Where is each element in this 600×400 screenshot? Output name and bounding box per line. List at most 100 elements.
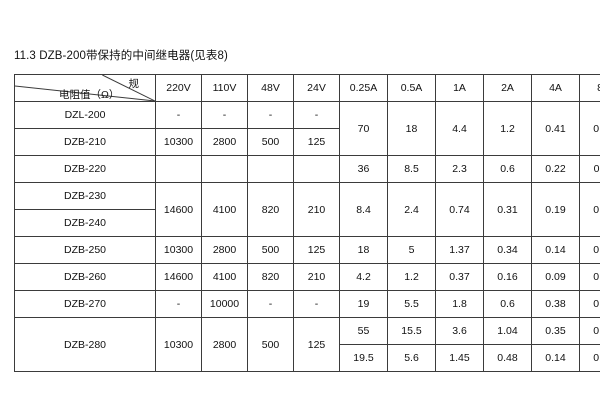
current-cell: 0.22 (579, 101, 600, 156)
page-title: 11.3 DZB-200带保持的中间继电器(见表8) (14, 50, 228, 62)
resistance-cell-empty (201, 155, 248, 183)
current-cell: 18 (387, 101, 436, 156)
current-cell: 8.4 (339, 182, 388, 237)
resistance-cell: - (247, 101, 294, 129)
table-row: DZL-200 - - - - 70 18 4.4 1.2 0.41 0.22 (14, 101, 600, 156)
table-row: DZB-250 10300 2800 500 125 18 5 1.37 0.3… (14, 236, 600, 264)
resistance-cell: 210 (293, 182, 340, 237)
current-cell: 5 (387, 236, 436, 264)
current-cell: 0.06 (579, 236, 600, 264)
resistance-cell: - (293, 101, 340, 129)
table-row: 19.5 5.6 1.45 0.48 0.14 0.06 (15, 344, 600, 372)
column-header-voltage-220v: 220V (155, 74, 202, 102)
table-row: DZB-280 10300 2800 500 125 55 15.5 3.6 1… (14, 317, 600, 372)
current-cell: 5.6 (387, 344, 436, 372)
resistance-cell-empty (247, 155, 294, 183)
current-cell: 0.11 (579, 155, 600, 183)
resistance-cell: 10000 (201, 290, 248, 318)
table-row: DZB-210 10300 2800 500 125 (14, 128, 600, 156)
resistance-cell: 10300 (155, 128, 202, 156)
resistance-cell: 820 (247, 263, 294, 291)
resistance-cell: 125 (293, 317, 340, 372)
current-cell: 4.2 (339, 263, 388, 291)
resistance-cell: 2800 (201, 236, 248, 264)
model-name-cell: DZL-200 (14, 101, 156, 129)
resistance-cell: 500 (247, 236, 294, 264)
current-cell: 1.2 (483, 101, 532, 156)
resistance-cell-empty (293, 155, 340, 183)
resistance-cell: - (247, 290, 294, 318)
table-row: DZB-230 14600 4100 820 210 8.4 2.4 0.74 … (14, 182, 600, 237)
current-cell: 0.41 (531, 101, 580, 156)
current-cell: 15.5 (387, 317, 436, 345)
model-name-cell: DZB-280 (14, 317, 156, 372)
corner-label-resistance: 电阻值（Ω） (59, 89, 120, 101)
resistance-cell: 820 (247, 182, 294, 237)
current-cell: 19.5 (339, 344, 388, 372)
resistance-cell: 10300 (155, 317, 202, 372)
resistance-cell: 210 (293, 263, 340, 291)
current-cell: 70 (339, 101, 388, 156)
resistance-cell: 2800 (201, 128, 248, 156)
current-cell: 0.16 (483, 263, 532, 291)
resistance-cell: 14600 (155, 263, 202, 291)
table-row: DZB-260 14600 4100 820 210 4.2 1.2 0.37 … (14, 263, 600, 291)
model-name-cell: DZB-260 (14, 263, 156, 291)
current-cell: 0.28 (579, 290, 600, 318)
model-name-cell: DZB-210 (14, 128, 156, 156)
corner-diagonal-lines-icon (15, 75, 155, 101)
resistance-cell: 125 (293, 236, 340, 264)
current-cell: 0.6 (483, 290, 532, 318)
current-cell: 3.6 (435, 317, 484, 345)
current-cell: 0.6 (483, 155, 532, 183)
current-cell: 0.06 (579, 344, 600, 372)
current-cell: 18 (339, 236, 388, 264)
current-cell: 1.45 (435, 344, 484, 372)
column-header-voltage-110v: 110V (201, 74, 248, 102)
current-cell: 1.8 (435, 290, 484, 318)
current-cell: 0.09 (579, 182, 600, 237)
current-cell: 0.34 (483, 236, 532, 264)
resistance-cell: - (293, 290, 340, 318)
column-header-current-2a: 2A (483, 74, 532, 102)
model-name-cell: DZB-240 (14, 209, 156, 237)
current-cell: 0.09 (531, 263, 580, 291)
column-header-current-1a: 1A (435, 74, 484, 102)
current-cell: 55 (339, 317, 388, 345)
current-cell: 8.5 (387, 155, 436, 183)
current-cell: 2.3 (435, 155, 484, 183)
model-name-cell: DZB-220 (14, 155, 156, 183)
current-cell: 0.14 (531, 236, 580, 264)
column-header-voltage-48v: 48V (247, 74, 294, 102)
corner-label-spec-char-1: 规 (128, 78, 140, 90)
model-name-cell: DZB-250 (14, 236, 156, 264)
current-cell: 0.14 (531, 344, 580, 372)
column-header-voltage-24v: 24V (293, 74, 340, 102)
current-cell: 1.04 (483, 317, 532, 345)
current-cell: 1.2 (387, 263, 436, 291)
current-cell: 0.16 (579, 317, 600, 345)
resistance-cell: 4100 (201, 182, 248, 237)
column-header-current-025a: 0.25A (339, 74, 388, 102)
current-cell: 0.31 (483, 182, 532, 237)
current-cell: 36 (339, 155, 388, 183)
current-cell: 0.37 (435, 263, 484, 291)
resistance-cell: - (201, 101, 248, 129)
resistance-cell: 4100 (201, 263, 248, 291)
relay-spec-table: 规 格 电阻值（Ω） 型号 220V 110V 48V 24V 0.25A 0.… (14, 74, 600, 372)
current-cell: 19 (339, 290, 388, 318)
resistance-cell: 500 (247, 128, 294, 156)
current-cell: 0.48 (483, 344, 532, 372)
current-cell: 4.4 (435, 101, 484, 156)
current-cell: 0.74 (435, 182, 484, 237)
resistance-cell: - (155, 290, 202, 318)
current-cell: 1.37 (435, 236, 484, 264)
current-cell: 0.04 (579, 263, 600, 291)
resistance-cell: 14600 (155, 182, 202, 237)
column-header-current-05a: 0.5A (387, 74, 436, 102)
table-row: DZB-220 36 8.5 2.3 0.6 0.22 0.11 (14, 155, 600, 183)
resistance-cell-empty (155, 155, 202, 183)
column-header-current-8a: 8A (579, 74, 600, 102)
resistance-cell: 500 (247, 317, 294, 372)
